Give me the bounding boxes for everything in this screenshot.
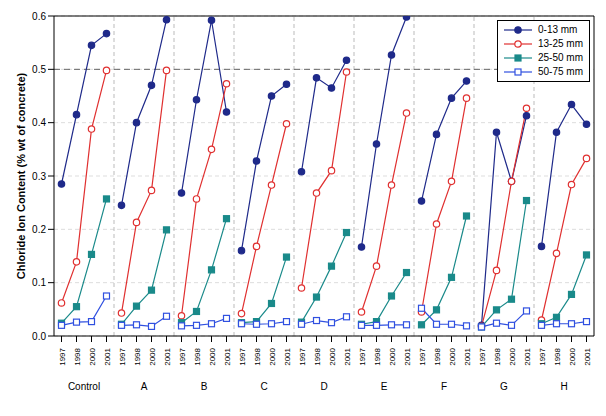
html-text:50-75 mm: 50-75 mm — [538, 66, 583, 77]
svg-text:2000: 2000 — [388, 347, 397, 365]
svg-text:E: E — [381, 381, 388, 392]
svg-text:0.0: 0.0 — [32, 331, 46, 342]
svg-text:0.2: 0.2 — [32, 224, 46, 235]
svg-text:F: F — [441, 381, 447, 392]
svg-text:1997: 1997 — [358, 347, 367, 365]
svg-text:Control: Control — [68, 381, 100, 392]
svg-text:2000: 2000 — [88, 347, 97, 365]
svg-text:2001: 2001 — [223, 347, 232, 365]
svg-text:1998: 1998 — [193, 347, 202, 365]
svg-text:1997: 1997 — [418, 347, 427, 365]
svg-text:2000: 2000 — [148, 347, 157, 365]
svg-text:1997: 1997 — [58, 347, 67, 365]
svg-text:1997: 1997 — [538, 347, 547, 365]
svg-text:2001: 2001 — [343, 347, 352, 365]
svg-text:2001: 2001 — [283, 347, 292, 365]
svg-text:0.1: 0.1 — [32, 277, 46, 288]
svg-text:1998: 1998 — [433, 347, 442, 365]
svg-text:B: B — [201, 381, 208, 392]
svg-text:G: G — [500, 381, 508, 392]
svg-text:1997: 1997 — [238, 347, 247, 365]
svg-text:0.4: 0.4 — [32, 117, 46, 128]
html-text:25-50 mm: 25-50 mm — [538, 52, 583, 63]
svg-text:2001: 2001 — [403, 347, 412, 365]
svg-text:A: A — [141, 381, 148, 392]
svg-text:2000: 2000 — [508, 347, 517, 365]
svg-text:2000: 2000 — [568, 347, 577, 365]
svg-text:0.6: 0.6 — [32, 11, 46, 22]
svg-text:1997: 1997 — [478, 347, 487, 365]
svg-text:2001: 2001 — [523, 347, 532, 365]
svg-text:D: D — [320, 381, 327, 392]
svg-text:1997: 1997 — [118, 347, 127, 365]
svg-text:2001: 2001 — [103, 347, 112, 365]
svg-text:1998: 1998 — [493, 347, 502, 365]
svg-text:Chloride Ion Content (% wt of: Chloride Ion Content (% wt of concrete) — [15, 72, 27, 279]
svg-text:1997: 1997 — [298, 347, 307, 365]
svg-text:1998: 1998 — [373, 347, 382, 365]
svg-text:2001: 2001 — [163, 347, 172, 365]
svg-text:1998: 1998 — [313, 347, 322, 365]
svg-text:2000: 2000 — [448, 347, 457, 365]
svg-text:1998: 1998 — [73, 347, 82, 365]
svg-text:C: C — [260, 381, 267, 392]
html-text:0-13 mm: 0-13 mm — [538, 24, 578, 35]
svg-text:2000: 2000 — [268, 347, 277, 365]
svg-text:2000: 2000 — [328, 347, 337, 365]
svg-text:1998: 1998 — [253, 347, 262, 365]
svg-text:1997: 1997 — [178, 347, 187, 365]
html-text:13-25 mm: 13-25 mm — [538, 38, 583, 49]
svg-text:H: H — [560, 381, 567, 392]
svg-text:0.5: 0.5 — [32, 64, 46, 75]
svg-text:2001: 2001 — [463, 347, 472, 365]
svg-text:0.3: 0.3 — [32, 171, 46, 182]
svg-text:2000: 2000 — [208, 347, 217, 365]
svg-text:1998: 1998 — [553, 347, 562, 365]
svg-text:1998: 1998 — [133, 347, 142, 365]
svg-text:2001: 2001 — [583, 347, 592, 365]
